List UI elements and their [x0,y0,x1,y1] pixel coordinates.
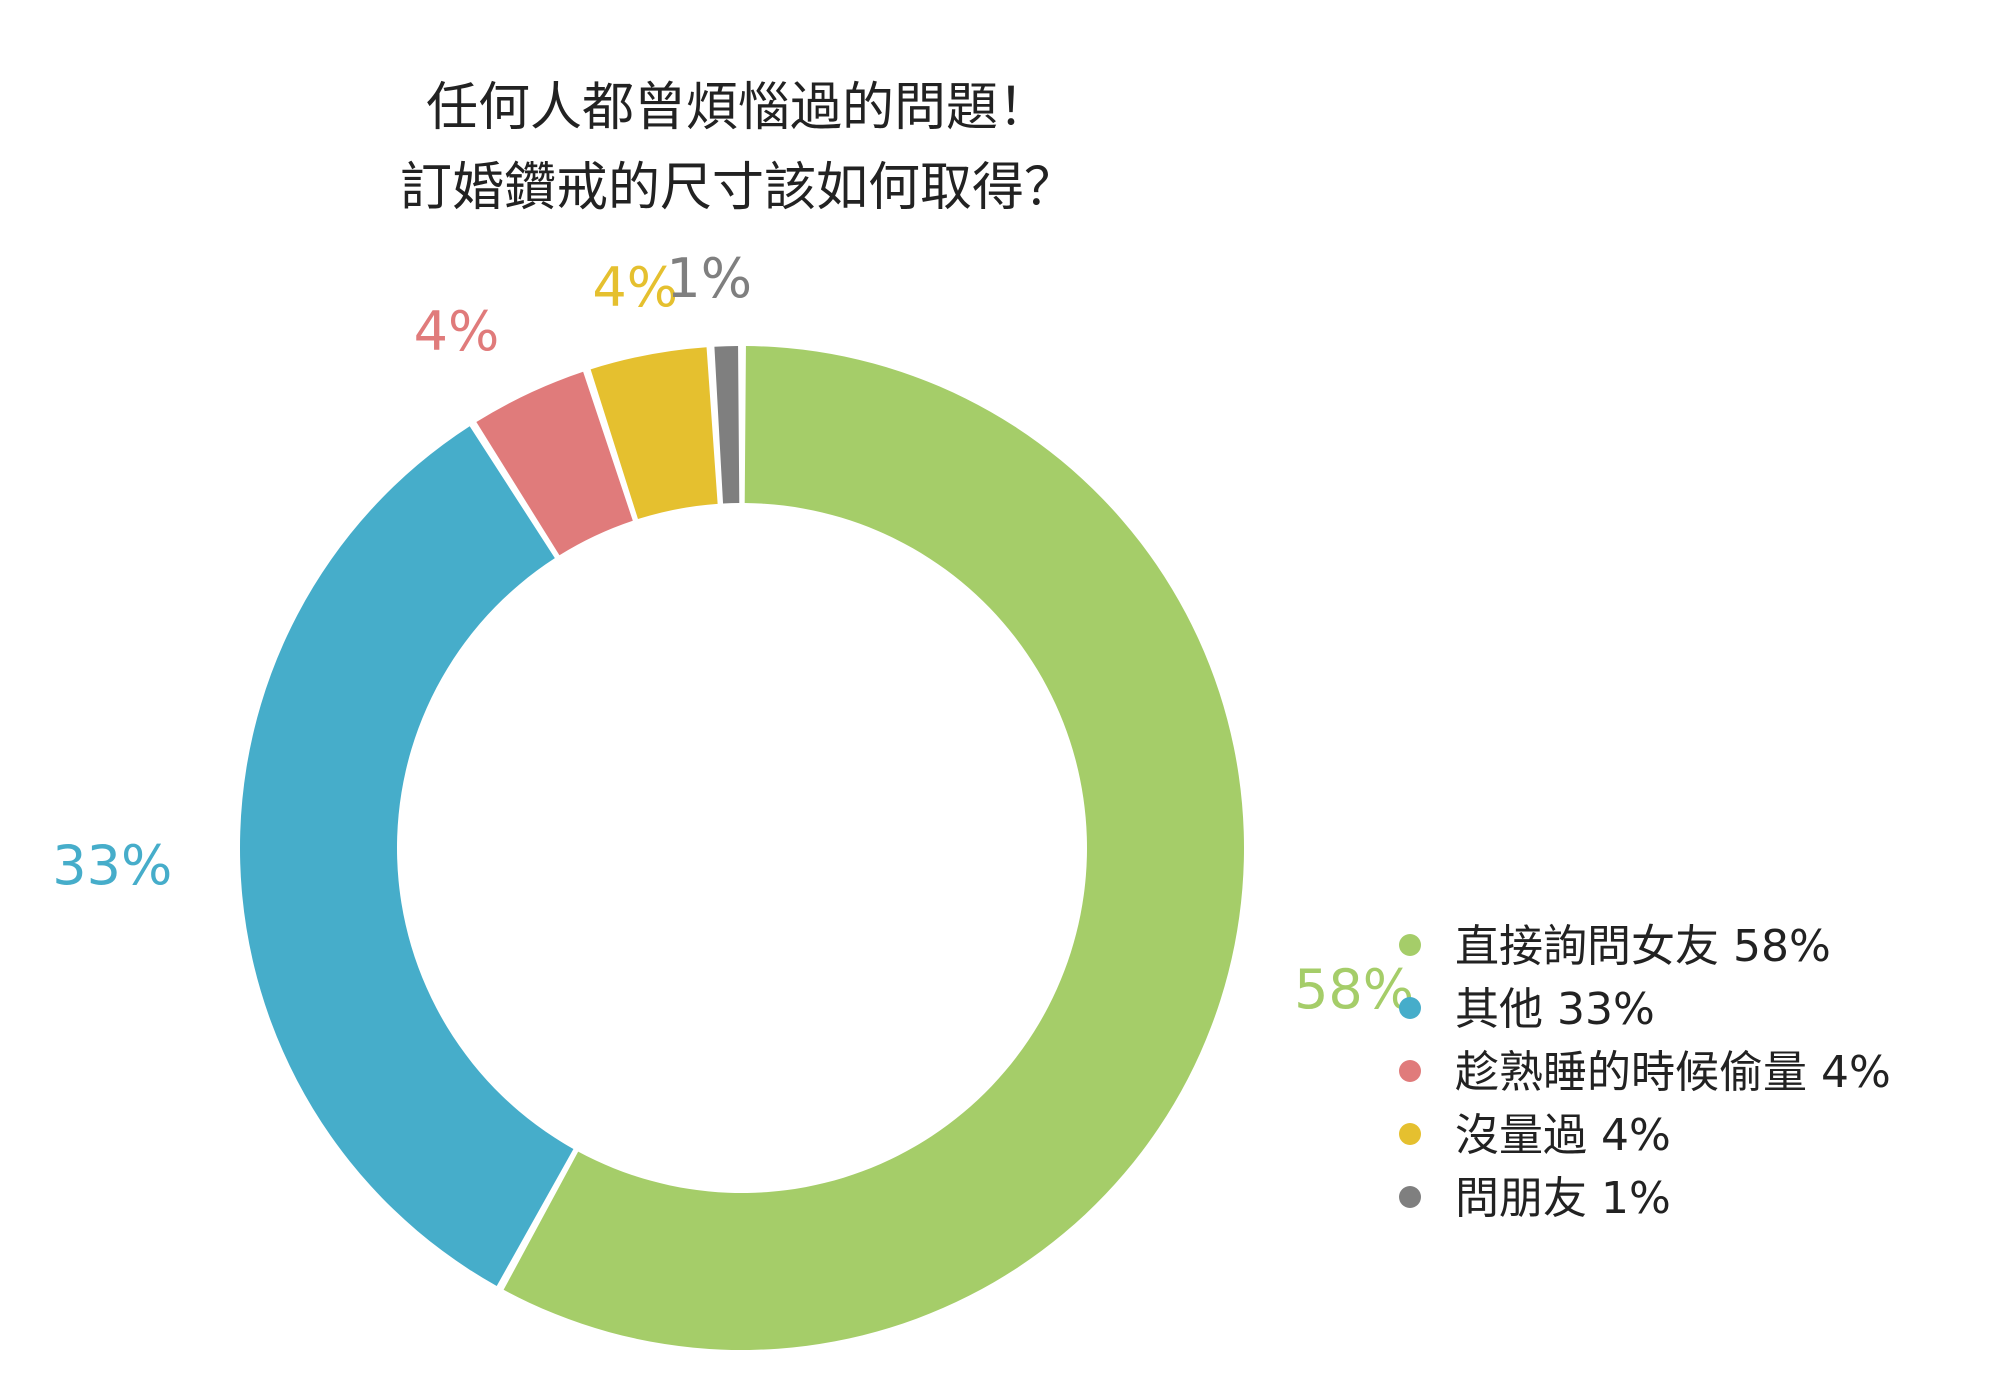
donut-slices [239,346,1244,1350]
slice-value-label-2: 33% [52,834,172,897]
slice-3 [476,371,633,556]
legend-label-5: 問朋友 1% [1455,1173,1671,1224]
slice-value-label-5: 1% [666,247,752,310]
slice-4 [590,347,718,520]
slice-2 [239,426,574,1286]
chart-title: 任何人都曾煩惱過的問題！ 訂婚鑽戒的尺寸該如何取得？ [400,78,1076,218]
legend-marker-3 [1399,1060,1421,1082]
slice-value-label-1: 58% [1294,958,1414,1021]
slice-1 [503,346,1244,1350]
legend-label-4: 沒量過 4% [1455,1110,1671,1161]
legend-marker-1 [1399,934,1421,956]
legend: 直接詢問女友 58% 其他 33% 趁熟睡的時候偷量 4% 沒量過 4% 問朋友 1% [1399,921,1891,1224]
chart-title-line-2: 訂婚鑽戒的尺寸該如何取得？ [400,158,1076,218]
legend-marker-2 [1399,997,1421,1019]
slice-value-label-3: 4% [414,300,500,363]
legend-label-1: 直接詢問女友 58% [1455,921,1831,972]
legend-marker-4 [1399,1123,1421,1145]
chart-title-line-1: 任何人都曾煩惱過的問題！ [426,78,1050,138]
slice-value-labels: 58%33%4%4%1% [52,247,1414,1021]
legend-label-2: 其他 33% [1455,984,1655,1035]
slice-5 [714,346,740,504]
legend-marker-5 [1399,1186,1421,1208]
legend-label-3: 趁熟睡的時候偷量 4% [1455,1047,1891,1098]
slice-value-label-4: 4% [592,256,678,319]
